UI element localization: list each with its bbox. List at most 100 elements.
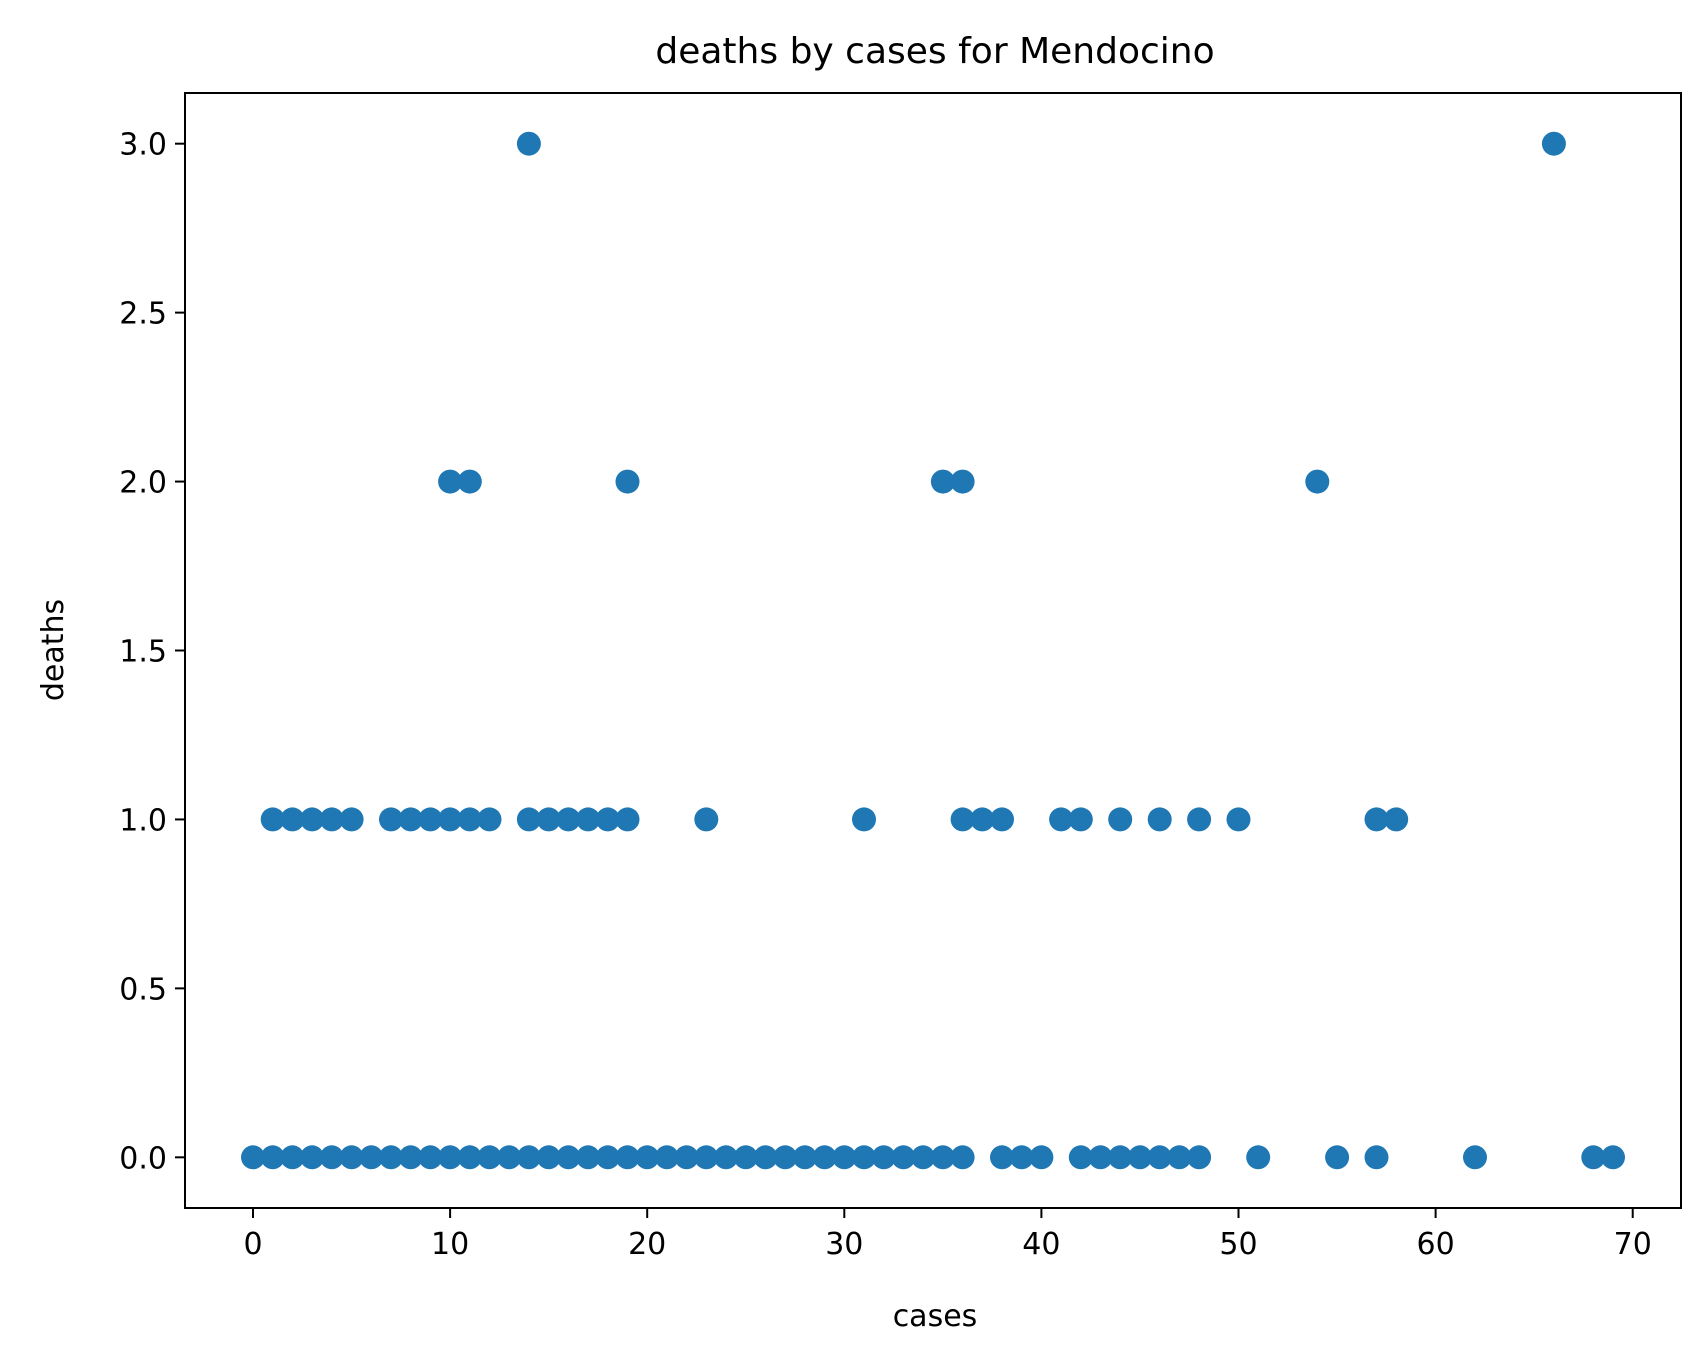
data-point bbox=[379, 807, 403, 832]
data-point bbox=[595, 1145, 620, 1170]
data-point bbox=[615, 807, 640, 832]
data-point bbox=[990, 1145, 1014, 1170]
data-point bbox=[1364, 1145, 1389, 1170]
data-point bbox=[339, 807, 364, 832]
y-tick-label: 3.0 bbox=[119, 128, 167, 163]
data-point bbox=[930, 469, 955, 494]
x-tick-label: 70 bbox=[1614, 1227, 1652, 1262]
y-tick-label: 0.5 bbox=[119, 972, 167, 1007]
data-point bbox=[438, 1145, 463, 1170]
data-point bbox=[536, 1145, 561, 1170]
data-point bbox=[1187, 807, 1212, 832]
data-point bbox=[950, 469, 975, 494]
x-tick-label: 50 bbox=[1219, 1227, 1257, 1262]
data-point bbox=[457, 1145, 482, 1170]
y-axis-label: deaths bbox=[36, 599, 71, 701]
data-point bbox=[398, 807, 423, 832]
data-point bbox=[438, 469, 463, 494]
data-point bbox=[1068, 1145, 1093, 1170]
data-point bbox=[300, 807, 325, 832]
data-point bbox=[1147, 807, 1172, 832]
x-axis-label: cases bbox=[893, 1299, 978, 1334]
data-point bbox=[753, 1145, 778, 1170]
data-point bbox=[714, 1145, 738, 1170]
data-point bbox=[733, 1145, 758, 1170]
data-point bbox=[970, 807, 995, 832]
data-point bbox=[241, 1145, 265, 1170]
x-tick-label: 0 bbox=[243, 1227, 262, 1262]
data-point bbox=[1147, 1145, 1172, 1170]
points-layer bbox=[241, 131, 1625, 1170]
data-point bbox=[1581, 1145, 1606, 1170]
data-point bbox=[930, 1145, 955, 1170]
data-point bbox=[1463, 1145, 1487, 1170]
x-tick-label: 20 bbox=[628, 1227, 666, 1262]
data-point bbox=[556, 1145, 581, 1170]
data-point bbox=[1325, 1145, 1350, 1170]
data-point bbox=[576, 807, 601, 832]
data-point bbox=[477, 1145, 502, 1170]
data-point bbox=[595, 807, 620, 832]
y-tick-label: 1.5 bbox=[119, 635, 167, 670]
data-point bbox=[339, 1145, 364, 1170]
chart-title: deaths by cases for Mendocino bbox=[655, 31, 1214, 72]
data-point bbox=[398, 1145, 423, 1170]
data-point bbox=[1108, 807, 1133, 832]
data-point bbox=[812, 1145, 837, 1170]
data-point bbox=[852, 807, 876, 832]
data-point bbox=[1541, 131, 1566, 156]
data-point bbox=[300, 1145, 325, 1170]
data-point bbox=[1246, 1145, 1271, 1170]
data-point bbox=[359, 1145, 384, 1170]
data-point bbox=[379, 1145, 403, 1170]
data-point bbox=[1108, 1145, 1133, 1170]
data-point bbox=[694, 807, 719, 832]
data-point bbox=[438, 807, 463, 832]
data-point bbox=[1601, 1145, 1625, 1170]
data-point bbox=[615, 1145, 640, 1170]
data-point bbox=[792, 1145, 817, 1170]
data-point bbox=[852, 1145, 876, 1170]
data-point bbox=[457, 469, 482, 494]
data-point bbox=[1305, 469, 1330, 494]
data-point bbox=[654, 1145, 679, 1170]
data-point bbox=[536, 807, 561, 832]
data-point bbox=[319, 1145, 344, 1170]
data-point bbox=[1029, 1145, 1054, 1170]
data-point bbox=[694, 1145, 719, 1170]
data-point bbox=[615, 469, 640, 494]
data-point bbox=[556, 807, 581, 832]
data-point bbox=[1128, 1145, 1152, 1170]
x-tick-label: 10 bbox=[431, 1227, 469, 1262]
y-axis: 0.0 0.5 1.0 1.5 2.0 2.5 3.0 bbox=[119, 128, 185, 1176]
x-tick-label: 40 bbox=[1022, 1227, 1060, 1262]
data-point bbox=[1068, 807, 1093, 832]
data-point bbox=[418, 1145, 443, 1170]
data-point bbox=[1384, 807, 1409, 832]
data-point bbox=[516, 1145, 541, 1170]
data-point bbox=[1187, 1145, 1212, 1170]
data-point bbox=[891, 1145, 916, 1170]
data-point bbox=[773, 1145, 798, 1170]
data-point bbox=[418, 807, 443, 832]
data-point bbox=[319, 807, 344, 832]
data-point bbox=[576, 1145, 601, 1170]
data-point bbox=[477, 807, 502, 832]
x-axis: 0 10 20 30 40 50 60 70 bbox=[243, 1208, 1652, 1262]
data-point bbox=[1009, 1145, 1034, 1170]
data-point bbox=[516, 807, 541, 832]
y-tick-label: 2.5 bbox=[119, 297, 167, 332]
data-point bbox=[950, 807, 975, 832]
data-point bbox=[280, 807, 305, 832]
data-point bbox=[280, 1145, 305, 1170]
data-point bbox=[497, 1145, 522, 1170]
data-point bbox=[1088, 1145, 1113, 1170]
plot-frame bbox=[184, 92, 1682, 1209]
data-point bbox=[832, 1145, 857, 1170]
y-tick-label: 1.0 bbox=[119, 803, 167, 838]
y-tick-label: 0.0 bbox=[119, 1141, 167, 1176]
x-tick-label: 60 bbox=[1417, 1227, 1455, 1262]
data-point bbox=[990, 807, 1014, 832]
data-point bbox=[516, 131, 541, 156]
